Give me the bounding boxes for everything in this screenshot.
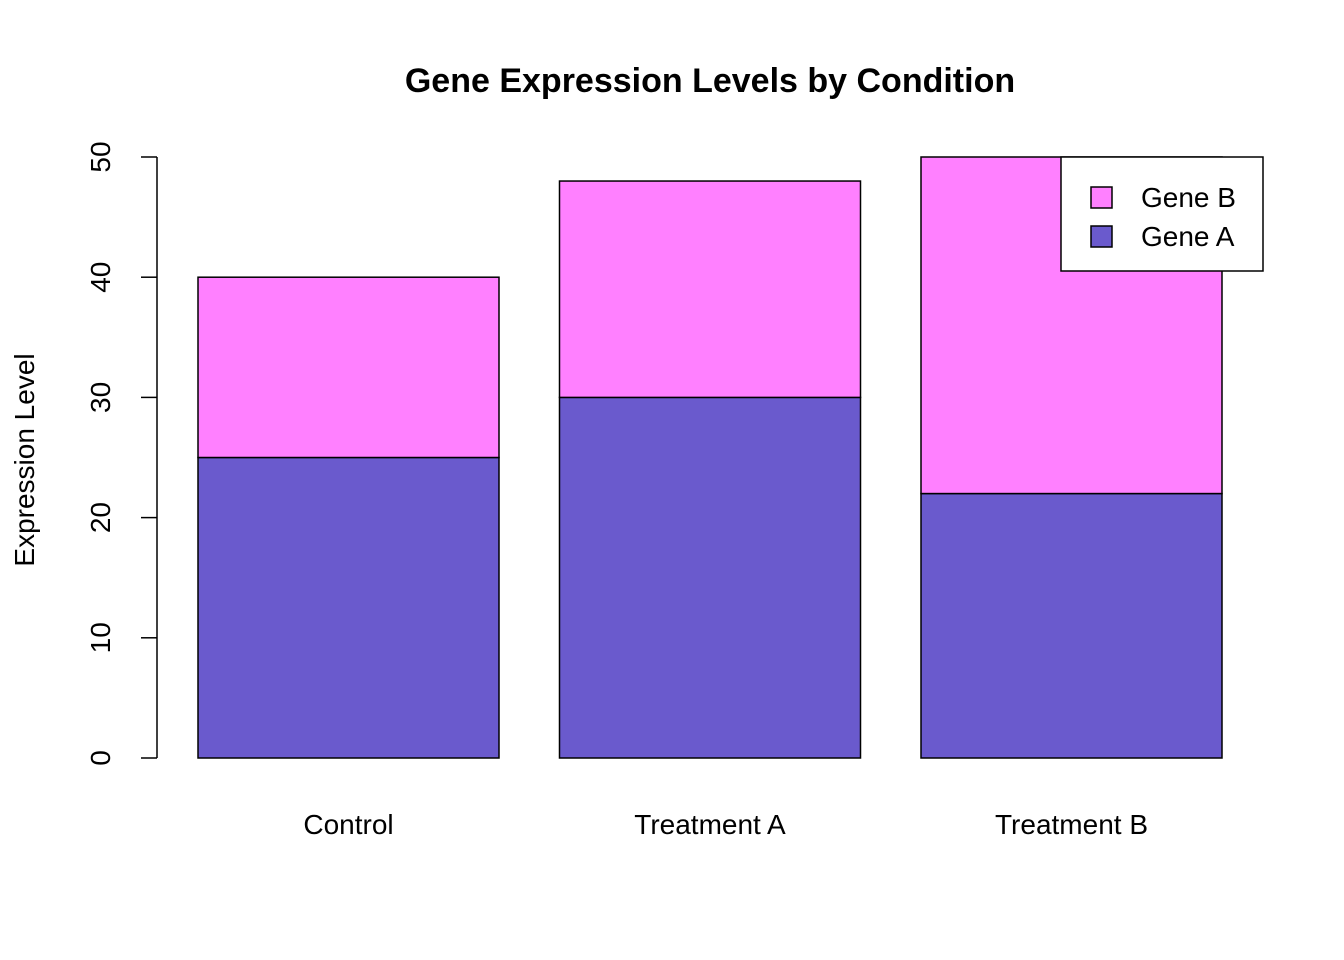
legend-swatch — [1090, 186, 1113, 209]
x-tick-label: Treatment B — [995, 809, 1148, 840]
bar-segment-gene-a — [558, 396, 862, 759]
y-tick-label: 40 — [85, 262, 116, 293]
x-tick-label: Control — [303, 809, 393, 840]
bar-segment-gene-b — [558, 180, 862, 399]
y-tick-label: 50 — [85, 141, 116, 172]
legend-swatch — [1090, 225, 1113, 248]
bar-segment-gene-a — [920, 492, 1223, 759]
bars — [197, 156, 1223, 759]
y-axis-label: Expression Level — [9, 353, 40, 566]
y-tick-label: 0 — [85, 750, 116, 766]
bar-segment-gene-b — [197, 276, 500, 459]
x-tick-label: Treatment A — [634, 809, 786, 840]
legend-label: Gene A — [1141, 221, 1235, 252]
y-tick-label: 30 — [85, 382, 116, 413]
y-tick-label: 10 — [85, 622, 116, 653]
x-axis-labels: Control Treatment A Treatment B — [303, 809, 1148, 840]
y-axis: 0 10 20 30 40 50 — [85, 141, 158, 766]
legend: Gene B Gene A — [1060, 156, 1264, 272]
legend-label: Gene B — [1141, 182, 1236, 213]
chart-title: Gene Expression Levels by Condition — [405, 62, 1015, 100]
legend-box — [1060, 156, 1264, 272]
y-tick-label: 20 — [85, 502, 116, 533]
bar-segment-gene-a — [197, 456, 500, 759]
